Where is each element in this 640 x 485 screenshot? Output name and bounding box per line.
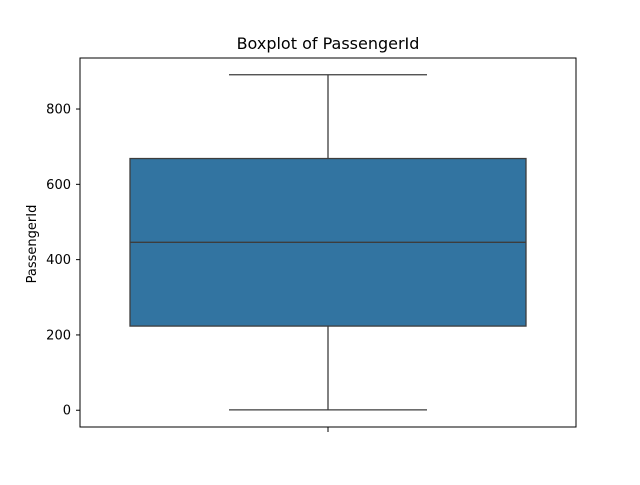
y-axis-ticks: 0 200 400 600 800: [46, 103, 80, 419]
plot-frame: [79, 57, 577, 428]
chart-title: Boxplot of PassengerId: [237, 34, 420, 53]
y-axis-label: PassengerId: [25, 205, 40, 284]
y-tick-label: 800: [46, 103, 71, 118]
y-tick-label: 0: [63, 404, 71, 419]
y-tick-label: 200: [46, 328, 71, 343]
y-tick-label: 600: [46, 178, 71, 193]
boxplot-box: [129, 74, 527, 411]
y-tick-label: 400: [46, 253, 71, 268]
